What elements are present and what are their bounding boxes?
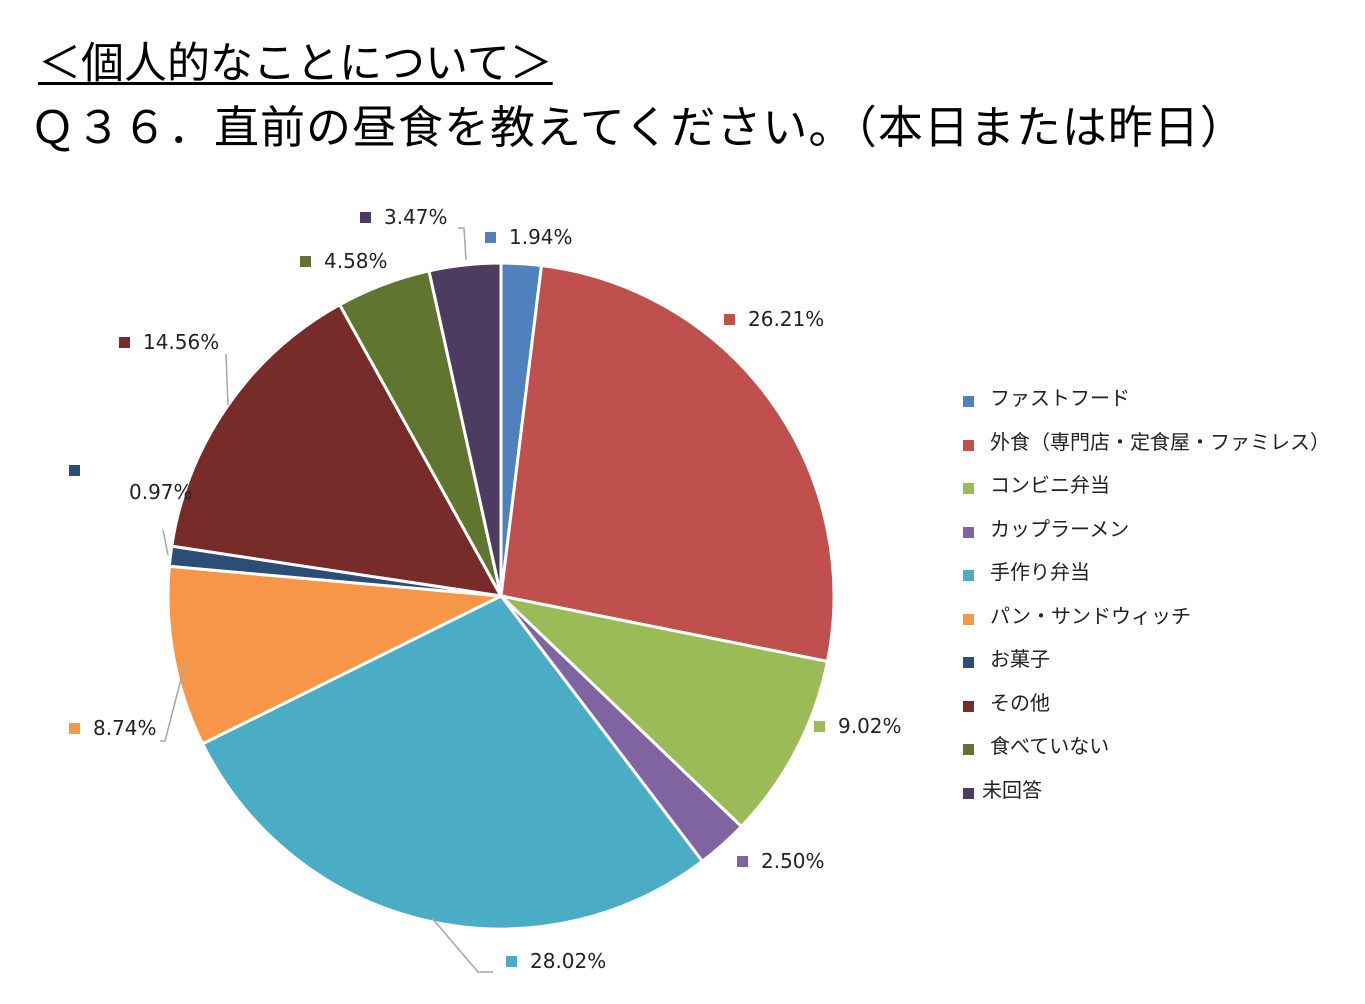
leader-line bbox=[431, 917, 493, 973]
legend-swatch bbox=[963, 570, 974, 581]
legend-swatch bbox=[963, 787, 974, 799]
legend-label: お菓子 bbox=[990, 647, 1050, 671]
pie-slice bbox=[496, 593, 830, 829]
leader-line bbox=[160, 659, 187, 742]
legend-label: 手作り弁当 bbox=[990, 560, 1090, 584]
data-label-marker bbox=[737, 856, 748, 867]
legend-label: その他 bbox=[990, 690, 1050, 715]
legend-swatch bbox=[963, 483, 974, 494]
legend-swatch bbox=[963, 613, 974, 625]
leader-line bbox=[162, 529, 169, 556]
data-label: 4.58% bbox=[324, 249, 388, 273]
data-label-marker bbox=[300, 256, 311, 267]
legend-label: コンビニ弁当 bbox=[990, 473, 1110, 497]
section-title: ＜個人的なことについて＞ bbox=[38, 39, 553, 89]
data-label-marker bbox=[69, 465, 80, 476]
pie-slice bbox=[200, 594, 705, 931]
data-label: 1.94% bbox=[509, 225, 573, 249]
pie-slice bbox=[499, 263, 836, 664]
data-label: 26.21% bbox=[748, 307, 824, 331]
data-label: 8.74% bbox=[93, 716, 157, 740]
legend-label: 食べていない bbox=[990, 734, 1110, 758]
data-label: 28.02% bbox=[530, 949, 606, 973]
data-label: 0.97% bbox=[129, 480, 193, 504]
leader-line bbox=[458, 227, 467, 261]
data-label: 14.56% bbox=[143, 330, 219, 354]
data-label-marker bbox=[119, 337, 130, 348]
data-label-marker bbox=[485, 232, 496, 243]
legend-swatch bbox=[963, 744, 974, 755]
legend-swatch bbox=[963, 439, 974, 451]
legend-swatch bbox=[963, 700, 974, 712]
legend-swatch bbox=[963, 526, 974, 538]
data-label: 3.47% bbox=[384, 205, 448, 229]
legend-label: パン・サンドウィッチ bbox=[990, 603, 1191, 628]
legend-label: 未回答 bbox=[982, 777, 1042, 802]
data-label-marker bbox=[69, 723, 80, 734]
legend-swatch bbox=[963, 396, 974, 407]
legend-swatch bbox=[963, 657, 974, 668]
leader-line bbox=[225, 353, 229, 406]
data-label-marker bbox=[814, 721, 825, 732]
pie-slice bbox=[427, 261, 503, 597]
legend-label: ファストフード bbox=[990, 386, 1130, 410]
data-label: 2.50% bbox=[761, 849, 825, 873]
data-label-marker bbox=[506, 956, 517, 967]
data-label: 9.02% bbox=[838, 714, 902, 738]
pie-slice bbox=[170, 302, 504, 598]
legend-label: カップラーメン bbox=[990, 516, 1130, 541]
question-title: Ｑ３６．直前の昼食を教えてください。（本日または昨日） bbox=[30, 101, 1246, 154]
data-label-marker bbox=[724, 314, 735, 325]
data-label-marker bbox=[360, 212, 371, 223]
legend-label: 外食（専門店・定食屋・ファミレス） bbox=[990, 429, 1330, 454]
pie-slice bbox=[166, 564, 507, 746]
